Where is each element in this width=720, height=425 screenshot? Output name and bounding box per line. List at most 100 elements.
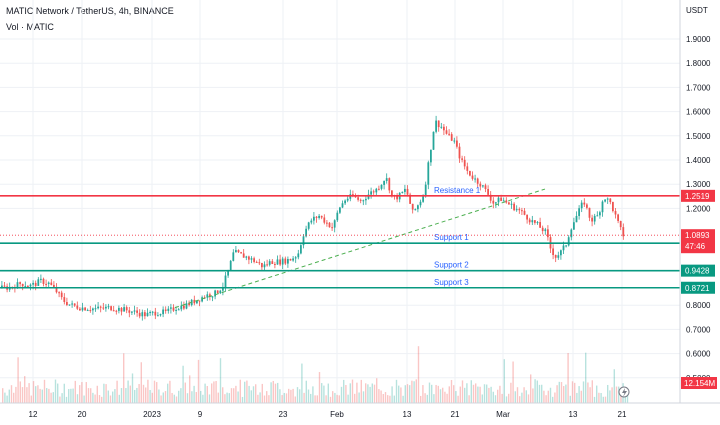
volume-bar xyxy=(626,392,629,403)
candle-body xyxy=(339,207,341,213)
candle-body xyxy=(596,215,599,217)
volume-bar xyxy=(417,346,420,403)
volume-bar xyxy=(534,379,536,403)
candle-body xyxy=(502,200,505,202)
candle-body xyxy=(157,315,159,317)
candle-body xyxy=(136,310,138,313)
candle-body xyxy=(614,211,617,215)
volume-bar xyxy=(257,394,259,403)
volume-bar xyxy=(409,385,411,403)
volume-bar xyxy=(85,382,87,403)
candle-body xyxy=(385,178,388,182)
volume-bar xyxy=(74,380,76,403)
volume-bar xyxy=(547,390,549,403)
volume-bar xyxy=(571,381,574,403)
volume-bar xyxy=(481,394,483,403)
x-tick-label: 13 xyxy=(403,410,412,419)
volume-bar xyxy=(92,392,94,403)
candle-body xyxy=(188,303,190,306)
candle-body xyxy=(58,292,60,294)
candle-body xyxy=(492,200,495,204)
candle-body xyxy=(68,304,71,306)
volume-bar xyxy=(435,384,437,403)
volume-bar xyxy=(252,386,255,403)
candle-body xyxy=(214,290,216,297)
volume-bar xyxy=(285,393,288,403)
volume-bar xyxy=(367,384,369,403)
candle-body xyxy=(151,311,154,313)
candle-body xyxy=(292,258,294,261)
volume-bar xyxy=(512,361,514,403)
candle-body xyxy=(79,308,81,311)
x-tick-label: 20 xyxy=(78,410,87,419)
candle-body xyxy=(534,220,536,223)
candle-body xyxy=(19,282,21,284)
volume-tag-label: 12.154M xyxy=(684,379,715,388)
volume-bar xyxy=(68,389,70,403)
volume-bar xyxy=(164,391,167,403)
candle-body xyxy=(32,282,34,285)
candle-body xyxy=(219,290,222,294)
volume-bar xyxy=(259,392,261,403)
volume-bar xyxy=(17,357,19,403)
volume-bar xyxy=(475,383,477,403)
candle-body xyxy=(518,209,521,211)
candle-body xyxy=(531,220,534,223)
candle-body xyxy=(521,210,523,212)
candle-body xyxy=(172,307,175,311)
candle-body xyxy=(24,286,27,288)
candle-body xyxy=(266,264,268,266)
y-tick-label: 1.8000 xyxy=(686,59,711,68)
y-tick-label: 1.6000 xyxy=(686,108,711,117)
volume-bar xyxy=(523,387,525,403)
volume-bar xyxy=(310,393,312,403)
candle-body xyxy=(362,200,365,202)
candle-body xyxy=(112,310,115,312)
volume-bar xyxy=(140,362,142,403)
volume-bar xyxy=(607,384,609,403)
candle-body xyxy=(547,229,549,238)
volume-bar xyxy=(281,395,283,403)
candle-body xyxy=(185,303,188,309)
volume-bar xyxy=(153,380,156,403)
countdown-label: 47:46 xyxy=(685,242,706,251)
candle-body xyxy=(352,194,354,196)
candle-body xyxy=(92,308,94,311)
candle-body xyxy=(401,191,404,193)
volume-bar xyxy=(576,392,578,403)
candle-body xyxy=(279,259,281,265)
candle-body xyxy=(341,203,344,208)
volume-bar xyxy=(116,380,118,403)
volume-bar xyxy=(457,395,459,403)
volume-bar xyxy=(39,388,41,403)
volume-bar xyxy=(609,390,611,403)
candle-body xyxy=(427,162,430,185)
volume-bar xyxy=(567,352,569,403)
volume-bar xyxy=(437,385,439,403)
y-tick-label: 1.3000 xyxy=(686,180,711,189)
candle-body xyxy=(198,300,201,302)
candle-body xyxy=(346,198,349,201)
volume-bar xyxy=(402,395,404,403)
volume-bar xyxy=(222,387,224,403)
volume-bar xyxy=(241,396,244,403)
volume-bar xyxy=(391,386,393,403)
candle-body xyxy=(414,209,417,211)
candle-body xyxy=(612,202,614,212)
volume-bar xyxy=(327,383,329,403)
volume-bar xyxy=(63,383,65,403)
last-price-tag xyxy=(681,229,715,254)
volume-bar xyxy=(28,383,30,403)
volume-bar xyxy=(79,385,81,403)
volume-bar xyxy=(61,393,63,403)
candle-body xyxy=(378,188,380,190)
volume-bar xyxy=(244,381,246,403)
candle-body xyxy=(406,188,409,195)
candle-body xyxy=(471,175,474,179)
candle-body xyxy=(294,257,297,259)
candle-body xyxy=(541,227,544,232)
y-tick-label: 1.4000 xyxy=(686,156,711,165)
candle-body xyxy=(583,202,586,205)
